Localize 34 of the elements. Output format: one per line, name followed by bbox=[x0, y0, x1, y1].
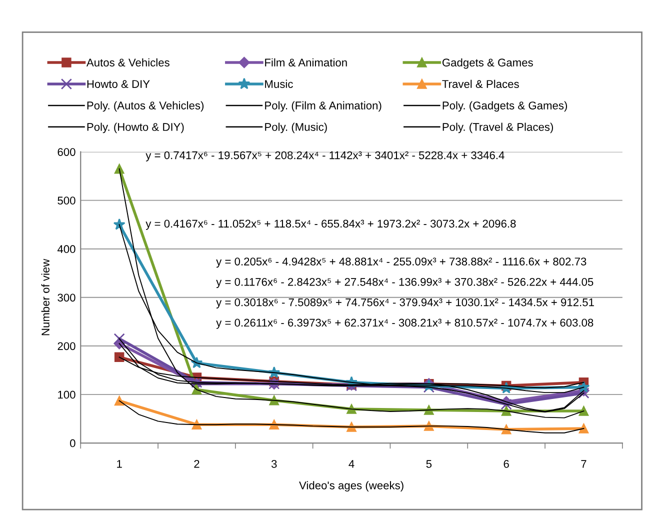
y-tick-label: 0 bbox=[70, 439, 76, 448]
legend-label: Music bbox=[265, 80, 293, 88]
legend-label: Film & Animation bbox=[265, 58, 347, 66]
x-tick-label: 1 bbox=[117, 460, 122, 468]
legend-label: Autos & Vehicles bbox=[86, 58, 170, 66]
annotation: y = 0.205x⁶ - 4.9428x⁵ + 48.881x⁴ - 255.09x³ + 738.88x² - 1116.6x + 802.73 bbox=[216, 258, 586, 268]
y-tick-label: 100 bbox=[58, 390, 76, 399]
annotation: y = 0.7417x⁶ - 19.567x⁵ + 208.24x⁴ - 1142x³ + 3401x² - 5228.4x + 3346.4 bbox=[146, 151, 504, 162]
x-tick-label: 2 bbox=[194, 460, 200, 468]
y-tick-label: 300 bbox=[58, 294, 76, 302]
x-axis-title: Video's ages (weeks) bbox=[299, 481, 404, 492]
x-tick-label: 3 bbox=[271, 460, 277, 468]
legend-label: Howto & DIY bbox=[87, 80, 150, 88]
y-tick-label: 200 bbox=[58, 342, 76, 350]
x-tick-label: 7 bbox=[581, 460, 586, 468]
legend-label: Poly. (Film & Animation) bbox=[265, 101, 382, 112]
annotation: y = 0.1176x⁶ - 2.8423x⁵ + 27.548x⁴ - 136.99x³ + 370.38x² - 526.22x + 444.05 bbox=[216, 278, 594, 288]
legend-label: Poly. (Gadgets & Games) bbox=[442, 101, 568, 112]
x-tick-label: 6 bbox=[504, 460, 509, 468]
legend-label: Poly. (Music) bbox=[265, 122, 327, 134]
x-tick-label: 5 bbox=[426, 460, 432, 468]
legend-label: Poly. (Travel & Places) bbox=[442, 122, 553, 134]
annotation: y = 0.2611x⁶ - 6.3973x⁵ + 62.371x⁴ - 308.21x³ + 810.57x² - 1074.7x + 603.08 bbox=[216, 318, 594, 329]
x-tick-label: 4 bbox=[348, 460, 354, 468]
legend-label: Poly. (Autos & Vehicles) bbox=[87, 101, 204, 112]
annotation: y = 0.4167x⁶ - 11.052x⁵ + 118.5x⁴ - 655.84x³ + 1973.2x² - 3073.2x + 2096.8 bbox=[146, 220, 516, 230]
y-tick-label: 500 bbox=[58, 196, 76, 205]
annotation: y = 0.3018x⁶ - 7.5089x⁵ + 74.756x⁴ - 379.94x³ + 1030.1x² - 1434.5x + 912.51 bbox=[216, 298, 594, 308]
legend-label: Poly. (Howto & DIY) bbox=[87, 122, 184, 134]
legend-label: Travel & Places bbox=[442, 80, 519, 88]
y-tick-label: 600 bbox=[58, 148, 76, 156]
legend-label: Gadgets & Games bbox=[442, 58, 533, 69]
y-axis-title: Number of view bbox=[41, 258, 50, 336]
y-tick-label: 400 bbox=[57, 245, 76, 254]
